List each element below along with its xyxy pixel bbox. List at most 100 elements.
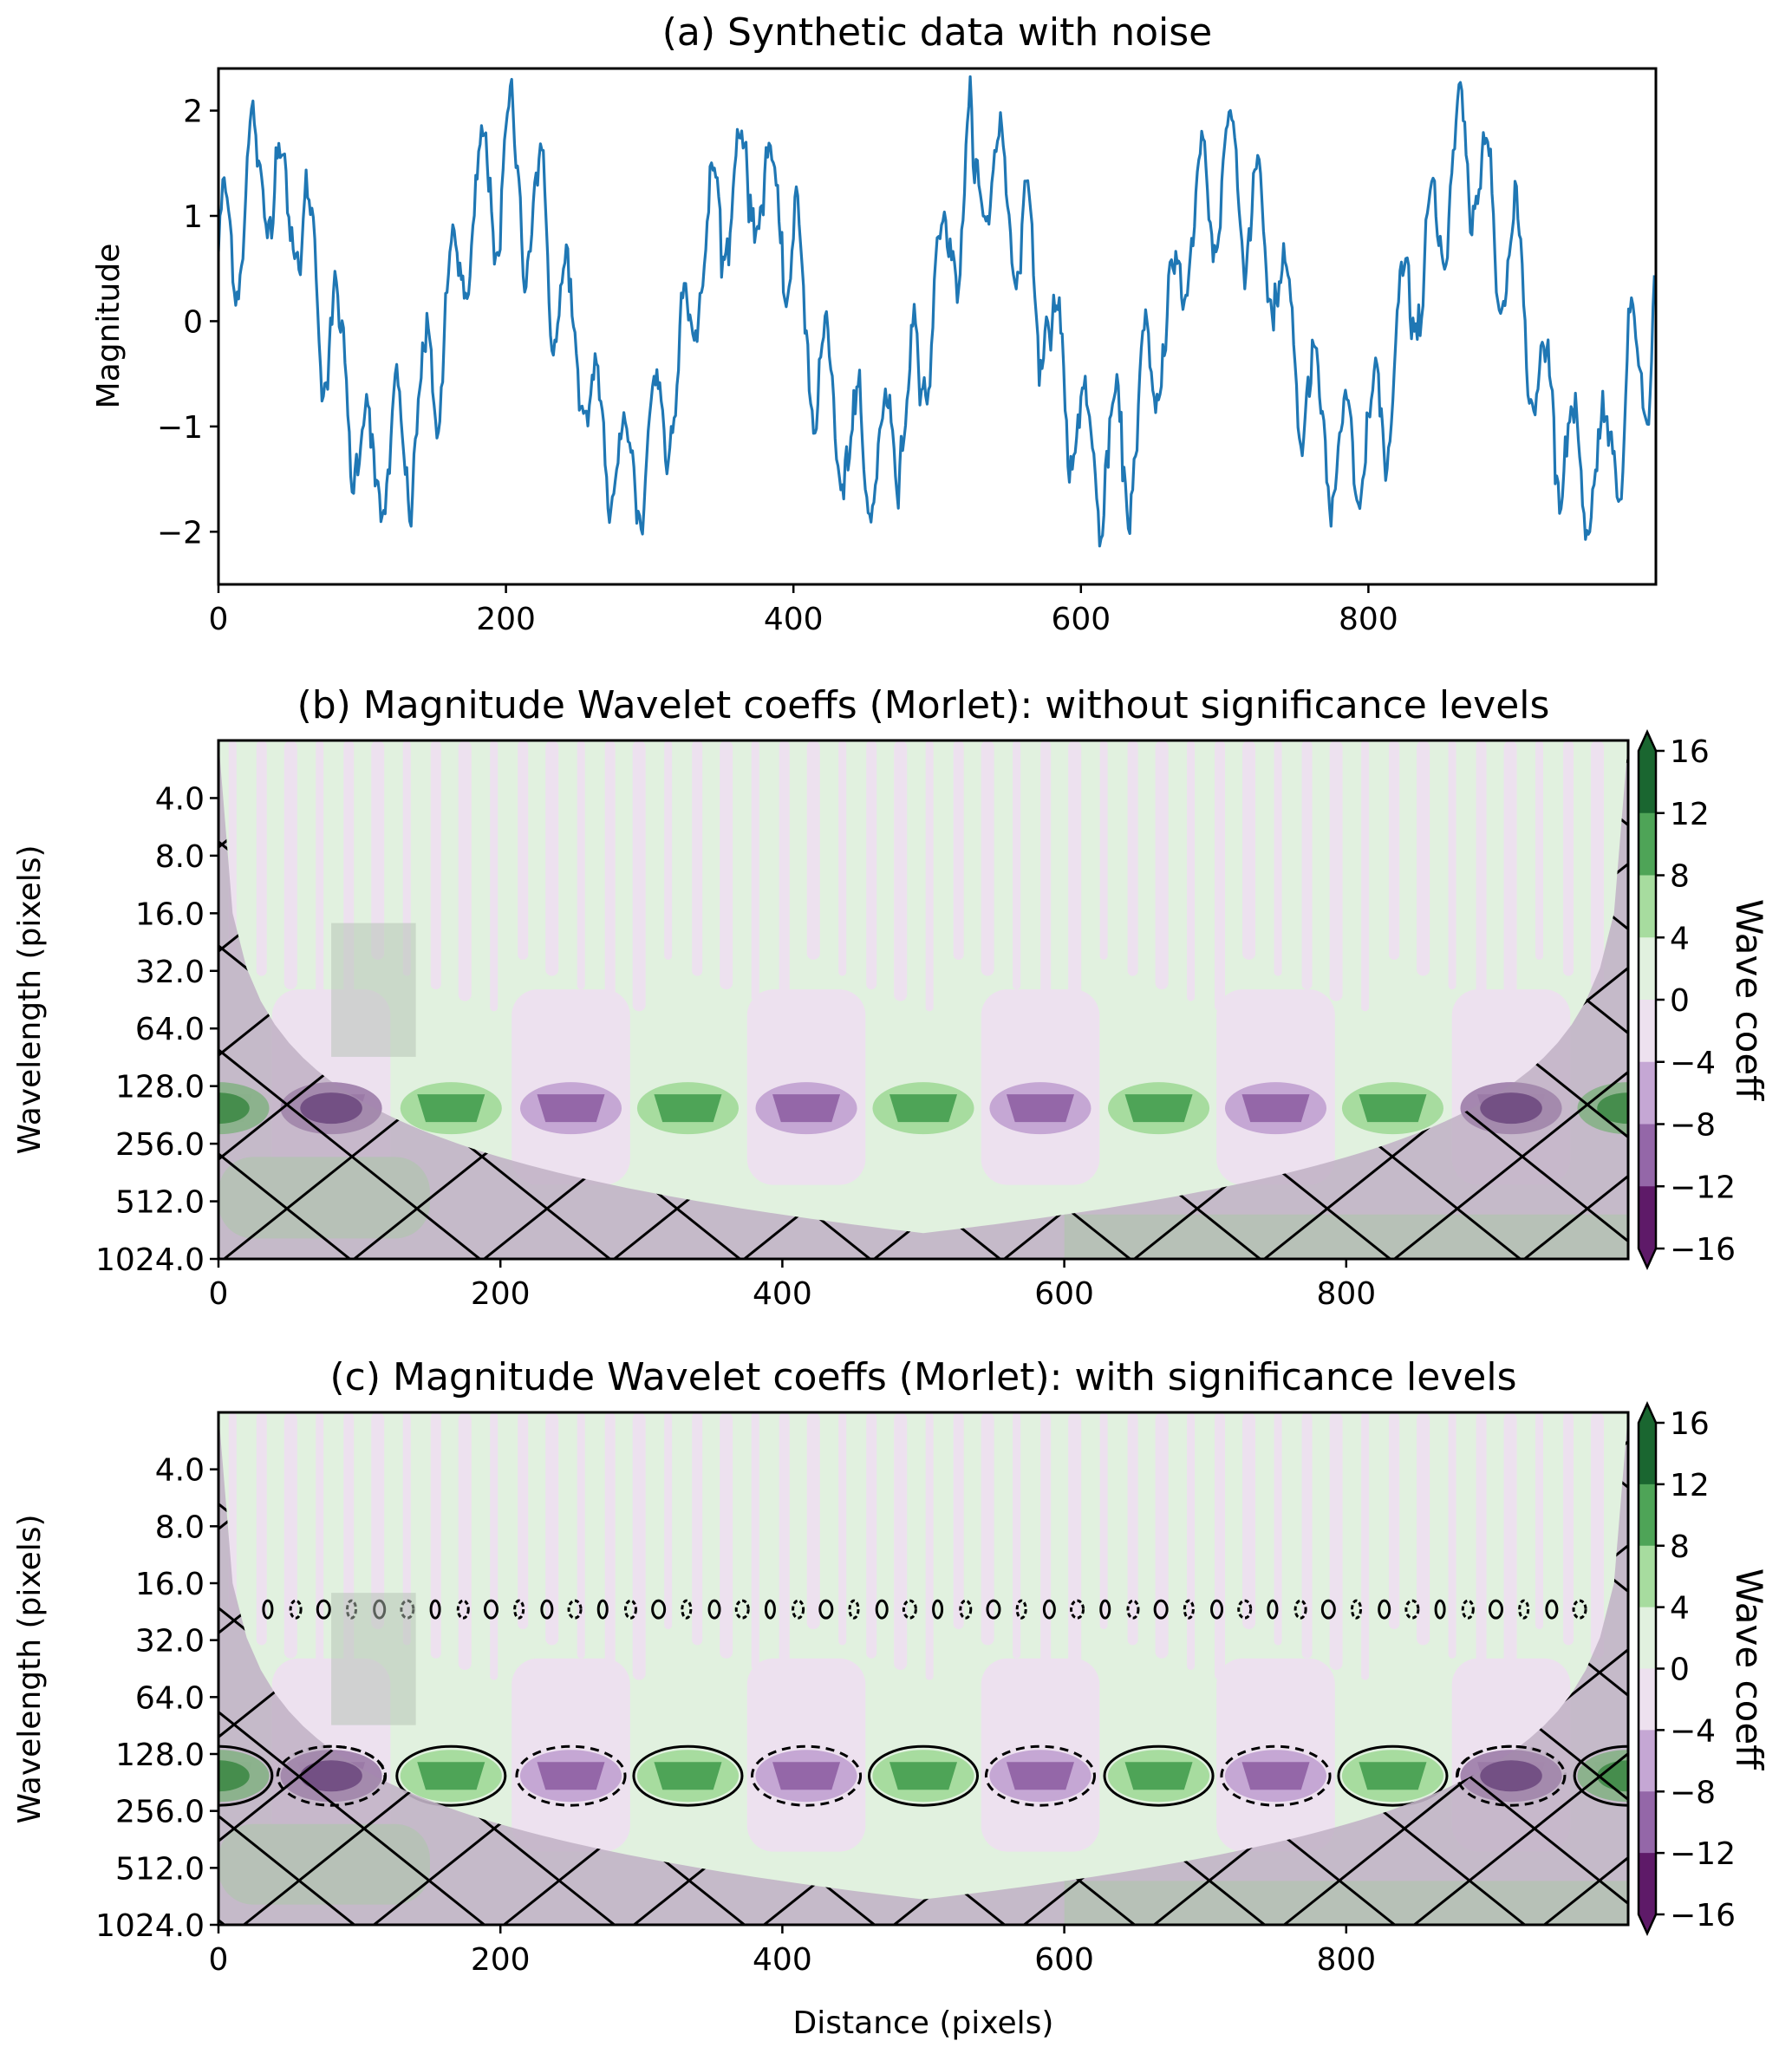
small-contour-negative: [1572, 1599, 1587, 1620]
hf-stripe-negative: [838, 740, 847, 976]
colorbar-segment: [1639, 1791, 1656, 1854]
panel-c-colorbar: 16 12 8 4 0 −4 −8 −12 −16: [1637, 1400, 1736, 1937]
hf-stripe-negative: [953, 740, 964, 960]
small-contour-positive: [932, 1599, 944, 1620]
small-contour-positive: [1378, 1599, 1391, 1620]
x-tick-label: 600: [1034, 1276, 1094, 1312]
colorbar-segment: [1639, 1545, 1656, 1608]
masked-blob-core: [218, 1092, 250, 1125]
small-contour-negative: [848, 1599, 860, 1620]
hf-stripe-negative: [751, 740, 759, 1001]
colorbar-extend-min: [1639, 1914, 1656, 1933]
x-tick-label: 800: [1316, 1276, 1376, 1312]
panel-b-heatmap: [218, 740, 1628, 1259]
small-contour-positive: [540, 1599, 554, 1620]
colorbar-tick-label: 12: [1670, 1468, 1710, 1503]
blob-positive-inner: [654, 1094, 722, 1123]
hatch-line: [218, 1412, 485, 1925]
hf-stripe-negative: [1068, 1412, 1082, 1680]
panel-b-frame: [217, 739, 1630, 1261]
small-contour-negative: [289, 1599, 303, 1620]
x-tick-label: 400: [753, 1276, 812, 1312]
hf-stripe-negative: [1155, 1412, 1169, 1659]
hf-stripe-negative: [458, 1412, 472, 1671]
hf-stripe-negative: [1099, 1412, 1108, 1630]
hatch-line: [1413, 1412, 1628, 1925]
colorbar-segment: [1639, 1607, 1656, 1669]
colorbar-tick-label: 8: [1670, 859, 1690, 895]
hf-stripe-negative: [1563, 740, 1574, 976]
hf-stripe-negative: [458, 740, 472, 1001]
y-tick-label: 64.0: [135, 1680, 205, 1716]
colorbar-tick-label: −16: [1670, 1898, 1736, 1933]
hatch-line: [1393, 740, 1628, 1259]
hf-stripe-negative: [720, 1412, 733, 1659]
hf-stripe-negative: [490, 1412, 499, 1680]
significance-contour-negative: [515, 1744, 627, 1807]
y-tick-label: 16.0: [135, 1567, 205, 1602]
small-contour-positive: [1545, 1599, 1559, 1620]
masked-blob-core: [218, 1760, 250, 1792]
hf-stripe-negative: [1187, 740, 1196, 1001]
panel-c-yticks: 4.0 8.0 16.0 32.0 64.0 128.0 256.0 512.0 1024.0: [95, 1453, 218, 1944]
blob-positive-inner: [1124, 1094, 1193, 1123]
small-contour-negative: [792, 1599, 805, 1620]
hf-stripe-negative: [604, 1412, 616, 1671]
hf-stripe-negative: [1274, 1412, 1282, 1646]
colorbar-segment: [1639, 1124, 1656, 1187]
y-tick-label: 8.0: [155, 1510, 205, 1545]
x-tick-label: 600: [1051, 602, 1111, 637]
hf-stripe-negative: [1155, 740, 1169, 990]
y-tick-label: 32.0: [135, 955, 205, 990]
blob-positive-inner: [889, 1762, 958, 1790]
panel-b-title: (b) Magnitude Wavelet coeffs (Morlet): w…: [297, 683, 1550, 727]
y-tick-label: 8.0: [155, 839, 205, 875]
y-tick-label: 4.0: [155, 781, 205, 817]
panel-b-colorbar: 16 12 8 4 0 −4 −8 −12 −16: [1637, 728, 1736, 1271]
y-tick-label: 1024.0: [95, 1908, 205, 1944]
hf-stripe-negative: [981, 1412, 994, 1646]
hf-stripe-negative: [371, 740, 385, 960]
panel-a: (a) Synthetic data with noise Magnitude …: [91, 10, 1658, 637]
blob-positive-inner: [417, 1094, 485, 1123]
hf-stripe-negative: [490, 740, 499, 1012]
colorbar-tick-label: 0: [1670, 983, 1690, 1019]
y-tick-label: 128.0: [115, 1738, 205, 1773]
hf-stripe-negative: [1563, 1412, 1574, 1646]
hf-stripe-negative: [1040, 740, 1052, 1001]
blob-positive-inner: [654, 1762, 722, 1790]
hf-stripe-negative: [545, 740, 559, 976]
hf-stripe-negative: [283, 1412, 297, 1659]
hf-stripe-negative: [1476, 740, 1487, 1001]
hf-stripe-negative: [316, 740, 324, 1001]
small-contour-positive: [262, 1599, 274, 1620]
colorbar-tick-label: 8: [1670, 1529, 1690, 1565]
signal-series: [218, 75, 1656, 548]
x-tick-label: 400: [753, 1942, 812, 1978]
y-tick-label: −1: [157, 410, 203, 446]
hatch-line: [1263, 740, 1628, 1259]
small-contour-positive: [483, 1599, 499, 1620]
hf-stripe-negative: [866, 740, 877, 990]
small-contour-positive: [1099, 1599, 1111, 1620]
significance-contour-negative: [984, 1744, 1096, 1807]
small-contour-positive: [707, 1599, 721, 1620]
small-contour-negative: [513, 1599, 525, 1620]
colorbar-tick-label: 4: [1670, 1591, 1690, 1627]
small-contour-positive: [818, 1599, 834, 1620]
hf-stripe-negative: [1329, 1412, 1343, 1671]
y-tick-label: 1024.0: [95, 1242, 205, 1278]
hf-stripe-negative: [1417, 1412, 1430, 1646]
hf-stripe-negative: [1068, 740, 1082, 1012]
panel-c-ylabel: Wavelength (pixels): [12, 1514, 48, 1823]
significance-contour-positive: [395, 1744, 507, 1807]
hf-stripe-negative: [402, 740, 411, 976]
hf-stripe-negative: [1013, 740, 1021, 990]
small-contour-positive: [651, 1599, 667, 1620]
colorbar-tick-label: 16: [1670, 734, 1710, 770]
x-tick-label: 0: [209, 1942, 229, 1978]
hf-stripe-negative: [430, 1412, 441, 1659]
hf-stripe-negative: [518, 1412, 529, 1630]
hf-stripe-negative: [371, 1412, 385, 1630]
coi-mask-green-streak: [331, 1593, 416, 1725]
